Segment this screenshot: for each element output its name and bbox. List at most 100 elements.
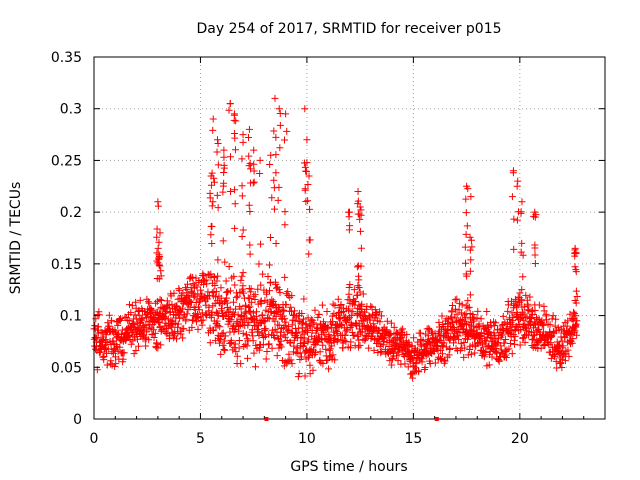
data-point bbox=[518, 239, 526, 247]
data-point bbox=[437, 355, 445, 363]
data-point bbox=[313, 338, 321, 346]
data-point bbox=[302, 198, 310, 206]
data-point bbox=[377, 349, 385, 357]
data-point bbox=[239, 289, 247, 297]
data-point bbox=[387, 319, 395, 327]
data-point bbox=[487, 322, 495, 330]
data-point bbox=[293, 345, 301, 353]
data-point bbox=[492, 319, 500, 327]
data-point bbox=[241, 341, 249, 349]
data-point bbox=[573, 317, 581, 325]
data-point bbox=[336, 315, 344, 323]
data-point bbox=[265, 340, 273, 348]
data-point bbox=[156, 262, 164, 270]
data-point bbox=[316, 348, 324, 356]
data-point bbox=[155, 238, 163, 246]
data-point bbox=[134, 342, 142, 350]
data-point bbox=[463, 222, 471, 230]
x-tick-label: 0 bbox=[90, 431, 99, 447]
data-point bbox=[518, 286, 526, 294]
data-point bbox=[309, 366, 317, 374]
data-point bbox=[521, 338, 529, 346]
data-point bbox=[272, 239, 280, 247]
data-point bbox=[572, 299, 580, 307]
data-point bbox=[341, 331, 349, 339]
data-point bbox=[117, 315, 125, 323]
data-point bbox=[371, 323, 379, 331]
data-point bbox=[447, 313, 455, 321]
data-point bbox=[531, 208, 539, 216]
data-point bbox=[572, 312, 580, 320]
data-point bbox=[472, 342, 480, 350]
data-point bbox=[205, 303, 213, 311]
data-point bbox=[245, 125, 253, 133]
y-tick-label: 0.35 bbox=[51, 50, 82, 66]
data-point bbox=[274, 196, 282, 204]
data-point bbox=[451, 314, 459, 322]
data-point bbox=[238, 182, 246, 190]
data-point bbox=[268, 194, 276, 202]
data-point bbox=[277, 343, 285, 351]
data-point bbox=[246, 250, 254, 258]
data-point bbox=[250, 146, 258, 154]
data-point bbox=[94, 326, 102, 334]
data-point bbox=[356, 288, 364, 296]
data-point bbox=[251, 290, 259, 298]
data-point bbox=[358, 300, 366, 308]
data-point bbox=[155, 319, 163, 327]
data-point bbox=[219, 182, 227, 190]
data-point bbox=[168, 300, 176, 308]
data-point bbox=[198, 309, 206, 317]
data-point bbox=[305, 321, 313, 329]
data-point bbox=[259, 270, 267, 278]
data-point bbox=[383, 326, 391, 334]
data-point bbox=[157, 341, 165, 349]
data-point bbox=[306, 361, 314, 369]
data-point bbox=[558, 355, 566, 363]
y-tick-label: 0.25 bbox=[51, 153, 82, 169]
data-point bbox=[132, 298, 140, 306]
data-point bbox=[234, 292, 242, 300]
data-point bbox=[95, 311, 103, 319]
data-point bbox=[376, 308, 384, 316]
data-point bbox=[189, 316, 197, 324]
data-point bbox=[417, 329, 425, 337]
data-point bbox=[351, 297, 359, 305]
data-point bbox=[304, 197, 312, 205]
data-point bbox=[112, 360, 120, 368]
data-point bbox=[329, 318, 337, 326]
data-point bbox=[445, 336, 453, 344]
data-point bbox=[239, 226, 247, 234]
data-point bbox=[250, 167, 258, 175]
data-point bbox=[235, 323, 243, 331]
data-point bbox=[198, 321, 206, 329]
data-point bbox=[208, 202, 216, 210]
data-point bbox=[344, 315, 352, 323]
data-point bbox=[170, 289, 178, 297]
data-point bbox=[563, 322, 571, 330]
data-point bbox=[313, 323, 321, 331]
data-point bbox=[522, 324, 530, 332]
data-point bbox=[257, 281, 265, 289]
data-point bbox=[422, 341, 430, 349]
data-point bbox=[439, 350, 447, 358]
data-point bbox=[200, 272, 208, 280]
data-point bbox=[455, 335, 463, 343]
data-point bbox=[251, 363, 259, 371]
axis-ticks: 0 5 10 15 20 0 0.05 0.1 0.15 0.2 0.25 0.3 0.35 bbox=[51, 50, 606, 447]
data-point bbox=[96, 348, 104, 356]
data-point bbox=[347, 312, 355, 320]
data-point bbox=[231, 200, 239, 208]
data-point bbox=[171, 328, 179, 336]
data-point bbox=[226, 287, 234, 295]
data-point bbox=[127, 309, 135, 317]
data-point bbox=[509, 167, 517, 175]
data-point bbox=[104, 345, 112, 353]
data-point bbox=[337, 301, 345, 309]
data-point bbox=[276, 121, 284, 129]
data-point bbox=[238, 272, 246, 280]
data-point bbox=[302, 320, 310, 328]
data-point bbox=[466, 310, 474, 318]
data-point bbox=[531, 259, 539, 267]
data-point bbox=[171, 319, 179, 327]
